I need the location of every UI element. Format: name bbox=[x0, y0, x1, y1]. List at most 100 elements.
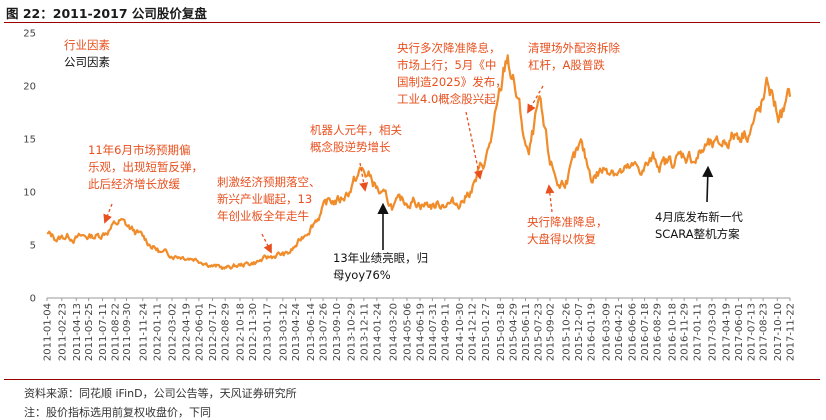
x-tick-label: 2015-01-27 bbox=[481, 303, 492, 361]
x-tick-label: 2017-04-19 bbox=[721, 303, 732, 361]
annotation-text: 概念股逆势增长 bbox=[310, 140, 391, 154]
annotation-text: 此后经济增长放缓 bbox=[88, 177, 180, 191]
x-tick-label: 2013-09-10 bbox=[332, 303, 343, 361]
annotation-text: 市场上行；5月《中 bbox=[397, 58, 496, 72]
x-tick-label: 2015-06-11 bbox=[521, 303, 532, 361]
annotation-text: 母yoy76% bbox=[333, 268, 391, 282]
annotation-text: 13年业绩亮眼，归 bbox=[333, 251, 428, 265]
annotation-text: 机器人元年，相关 bbox=[310, 123, 402, 137]
annotation-text: 工业4.0概念股兴起 bbox=[397, 92, 496, 106]
annotation-text: 国制造2025》发布， bbox=[397, 75, 507, 89]
x-tick-label: 2017-06-01 bbox=[734, 303, 745, 361]
x-tick-label: 2017-11-22 bbox=[786, 303, 797, 361]
x-tick-label: 2012-11-30 bbox=[248, 303, 259, 361]
x-tick-label: 2011-07-11 bbox=[98, 303, 109, 361]
annotation-text: 央行多次降准降息， bbox=[397, 41, 501, 55]
x-tick-label: 2016-01-19 bbox=[587, 303, 598, 361]
y-tick-label: 0 bbox=[30, 294, 36, 305]
annotation-arrow bbox=[702, 165, 714, 203]
annotation-company: 公司因素 bbox=[64, 55, 110, 69]
x-tick-label: 2014-06-19 bbox=[415, 303, 426, 361]
annotation-industry: 央行降准降息， 大盘得以恢复 bbox=[527, 184, 608, 246]
x-tick-label: 2011-04-13 bbox=[72, 303, 83, 361]
x-tick-label: 2013-10-29 bbox=[347, 303, 358, 361]
x-tick-label: 2012-07-17 bbox=[208, 303, 219, 361]
x-tick-label: 2017-03-03 bbox=[707, 303, 718, 361]
annotation-text: SCARA整机方案 bbox=[655, 227, 740, 241]
x-tick-label: 2014-10-30 bbox=[455, 303, 466, 361]
annotation-text: 杠杆，A股普跌 bbox=[528, 58, 605, 72]
x-tick-label: 2013-12-11 bbox=[359, 303, 370, 361]
annotation-text: 央行降准降息， bbox=[527, 215, 608, 229]
y-tick-label: 5 bbox=[30, 241, 36, 252]
x-tick-label: 2017-07-13 bbox=[746, 303, 757, 361]
x-tick-label: 2014-07-31 bbox=[428, 303, 439, 361]
annotation-text: 刺激经济预期落空、 bbox=[217, 175, 321, 189]
x-tick-label: 2012-03-02 bbox=[168, 303, 179, 361]
annotation-arrow bbox=[359, 162, 369, 192]
top-rule bbox=[4, 22, 820, 23]
x-tick-label: 2013-04-24 bbox=[291, 303, 302, 361]
x-tick-label: 2016-07-18 bbox=[640, 303, 651, 361]
footnote: 注：股价指标选用前复权收盘价，下同 bbox=[24, 406, 211, 419]
x-tick-label: 2017-01-11 bbox=[692, 303, 703, 361]
x-tick-label: 2011-08-22 bbox=[110, 303, 121, 361]
x-tick-label: 2014-03-20 bbox=[389, 303, 400, 361]
x-tick-label: 2012-04-19 bbox=[182, 303, 193, 361]
x-tick-label: 2015-10-26 bbox=[561, 303, 572, 361]
annotation-company: 4月底发布新一代 SCARA整机方案 bbox=[655, 165, 743, 241]
x-tick-label: 2012-10-18 bbox=[235, 303, 246, 361]
y-axis: 0 5 10 15 20 25 bbox=[23, 29, 36, 305]
x-tick-label: 2016-11-29 bbox=[680, 303, 691, 361]
x-tick-label: 2016-06-06 bbox=[628, 303, 639, 361]
annotation-industry: 刺激经济预期落空、新兴产业崛起，13 年创业板全年走牛 bbox=[217, 175, 321, 254]
annotation-arrow bbox=[103, 203, 113, 224]
x-tick-label: 2015-04-29 bbox=[508, 303, 519, 361]
x-tick-label: 2014-12-12 bbox=[467, 303, 478, 361]
y-tick-label: 20 bbox=[23, 82, 36, 93]
y-tick-label: 10 bbox=[23, 188, 36, 199]
x-tick-label: 2011-09-30 bbox=[122, 303, 133, 361]
x-tick-label: 2017-10-10 bbox=[773, 303, 784, 361]
stock-price-chart: 0 5 10 15 20 25 2011-01-04 2011-02-23 2011-04-1… bbox=[23, 29, 797, 362]
x-tick-label: 2016-10-18 bbox=[667, 303, 678, 361]
x-tick-label: 2013-07-26 bbox=[319, 303, 330, 361]
annotation-text: 新兴产业崛起，13 bbox=[217, 192, 312, 206]
x-tick-label: 2011-02-23 bbox=[57, 303, 68, 361]
x-tick-label: 2013-06-14 bbox=[306, 303, 317, 361]
x-tick-label: 2014-05-06 bbox=[402, 303, 413, 361]
price-line bbox=[46, 54, 792, 270]
annotation-text: 年创业板全年走牛 bbox=[217, 209, 309, 223]
x-tick-label: 2014-09-11 bbox=[440, 303, 451, 361]
y-tick-label: 25 bbox=[23, 29, 36, 40]
x-tick-label: 2012-08-29 bbox=[221, 303, 232, 361]
x-tick-label: 2011-01-04 bbox=[43, 303, 54, 361]
annotation-text: 4月底发布新一代 bbox=[655, 210, 743, 224]
price-series bbox=[46, 54, 792, 270]
x-tick-label: 2015-03-18 bbox=[496, 303, 507, 361]
x-tick-label: 2017-08-23 bbox=[759, 303, 770, 361]
bottom-rule bbox=[4, 379, 820, 380]
x-tick-label: 2016-08-29 bbox=[653, 303, 664, 361]
annotation-text: 清理场外配资拆除 bbox=[528, 41, 620, 55]
x-tick-label: 2012-01-11 bbox=[152, 303, 163, 361]
annotation-text: 大盘得以恢复 bbox=[527, 232, 596, 246]
annotation-text: 乐观，出现短暂反弹， bbox=[88, 160, 203, 174]
annotation-arrow bbox=[545, 184, 555, 213]
x-tick-label: 2013-03-12 bbox=[278, 303, 289, 361]
x-tick-label: 2011-11-24 bbox=[138, 303, 149, 361]
x-tick-label: 2014-01-24 bbox=[372, 303, 383, 361]
x-tick-label: 2013-01-17 bbox=[262, 303, 273, 361]
x-tick-label: 2015-07-23 bbox=[533, 303, 544, 361]
x-tick-label: 2015-09-02 bbox=[546, 303, 557, 361]
annotation-text: 行业因素 bbox=[64, 38, 110, 52]
x-tick-label: 2011-05-25 bbox=[84, 303, 95, 361]
annotation-arrow bbox=[465, 111, 483, 180]
annotation-industry: 行业因素 bbox=[64, 38, 110, 52]
